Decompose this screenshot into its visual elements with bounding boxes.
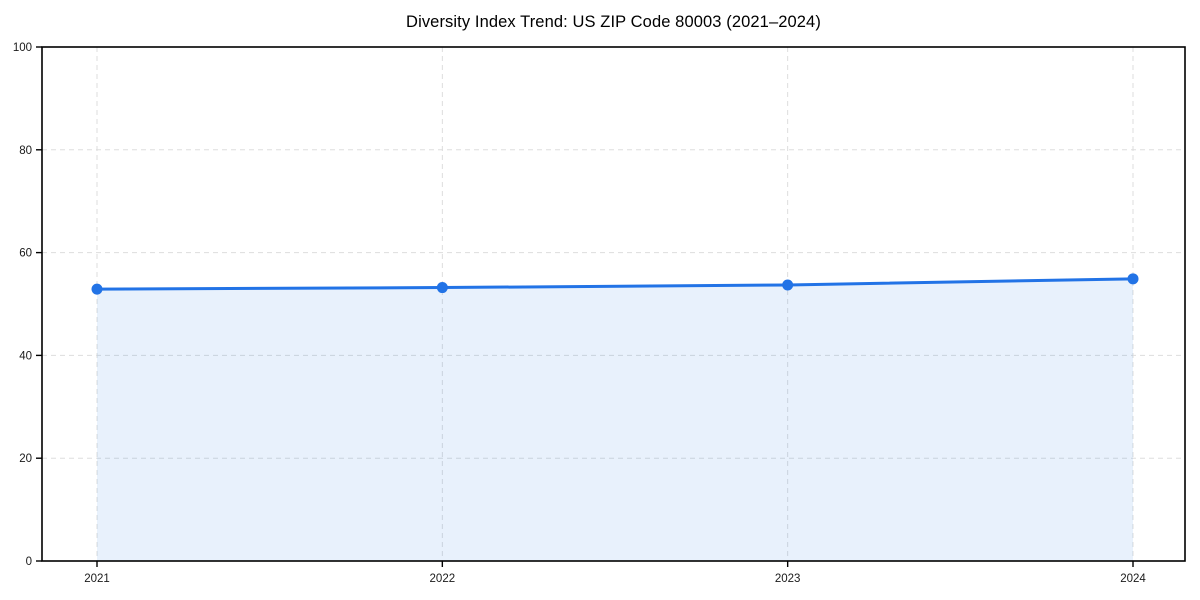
- data-point-marker: [436, 282, 448, 294]
- y-tick-label: 80: [19, 145, 32, 157]
- plot-border: [41, 46, 1186, 562]
- x-tick-label: 2021: [84, 573, 110, 585]
- chart-title: Diversity Index Trend: US ZIP Code 80003…: [406, 13, 821, 31]
- trend-line: [95, 277, 1135, 291]
- y-tick-label: 100: [13, 42, 32, 54]
- area-fill: [97, 278, 1133, 561]
- y-tick-label: 40: [19, 350, 32, 362]
- data-point-marker: [1127, 273, 1139, 285]
- plot-background: [42, 47, 1185, 561]
- y-tick-label: 60: [19, 248, 32, 260]
- y-tick-label: 0: [26, 556, 32, 568]
- y-tick-label: 20: [19, 453, 32, 465]
- x-tick-label: 2024: [1120, 573, 1146, 585]
- x-tick-label: 2023: [775, 573, 801, 585]
- data-point-marker: [91, 283, 103, 295]
- data-point-marker: [782, 279, 794, 291]
- x-tick-label: 2022: [430, 573, 456, 585]
